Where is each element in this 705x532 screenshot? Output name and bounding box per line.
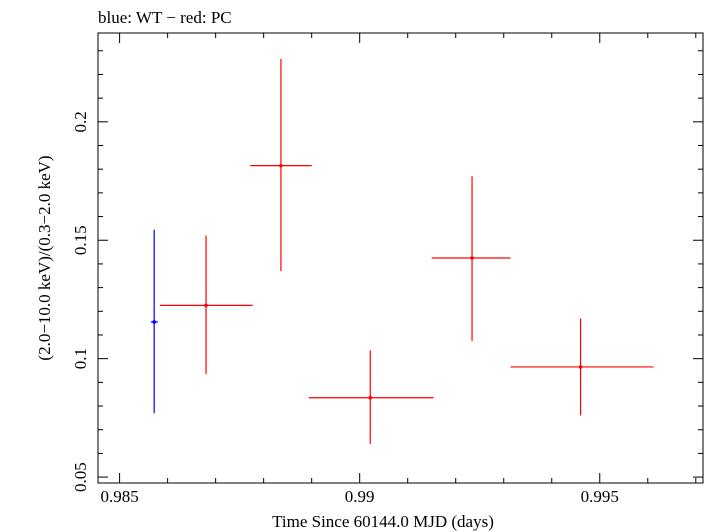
axis-ticks: 0.985 0.99 0.995 0.05 0.1 0.15 0.2 — [71, 33, 703, 506]
y-tick-label: 0.2 — [71, 111, 90, 132]
point-marker — [368, 395, 373, 400]
data-points — [150, 59, 654, 444]
data-point — [510, 318, 654, 416]
x-tick-label: 0.99 — [345, 487, 375, 506]
data-point — [250, 59, 312, 272]
x-tick-label: 0.985 — [100, 487, 138, 506]
x-axis-label: Time Since 60144.0 MJD (days) — [272, 512, 494, 531]
y-tick-label: 0.1 — [71, 348, 90, 369]
point-marker — [152, 320, 156, 324]
point-marker — [470, 256, 474, 260]
data-point — [308, 350, 434, 444]
x-tick-label: 0.995 — [581, 487, 619, 506]
data-point — [431, 176, 511, 341]
y-tick-label: 0.15 — [71, 225, 90, 255]
data-point — [150, 229, 159, 414]
point-marker — [279, 163, 283, 168]
point-marker — [204, 303, 208, 308]
data-point — [159, 235, 253, 375]
plot-frame — [97, 32, 704, 484]
point-marker — [578, 365, 583, 369]
y-axis-label: (2.0−10.0 keV)/(0.3−2.0 keV) — [35, 155, 54, 360]
y-tick-label: 0.05 — [71, 462, 90, 492]
chart-title: blue: WT − red: PC — [98, 8, 232, 27]
